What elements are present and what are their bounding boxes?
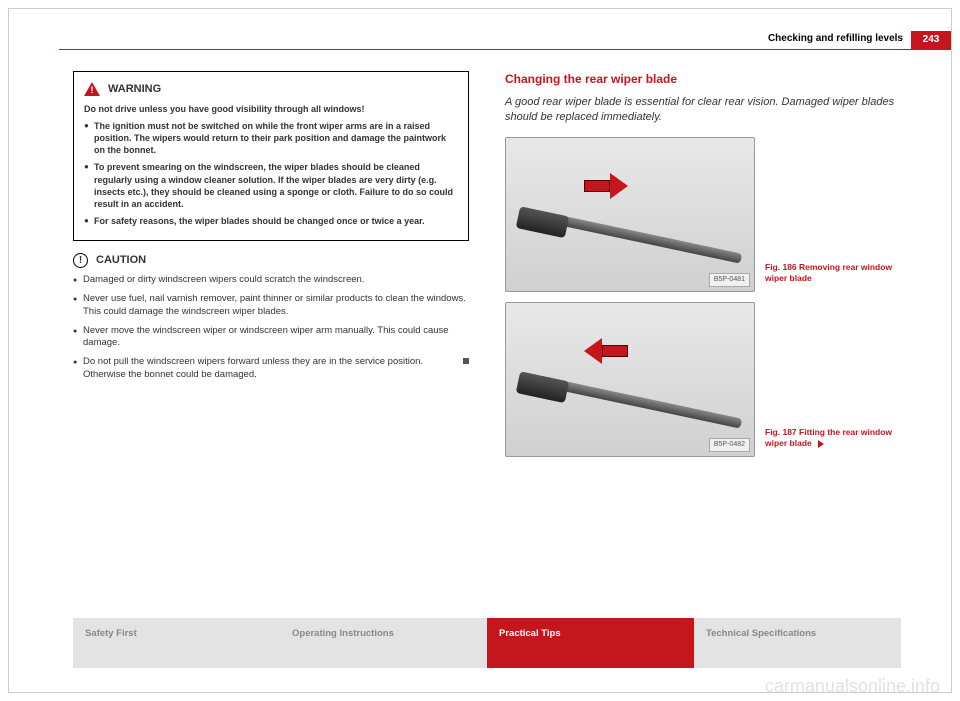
figure-187-image: B5P-0482 (505, 302, 755, 457)
figure-187-label: B5P-0482 (709, 438, 750, 451)
caution-title: CAUTION (96, 253, 146, 268)
end-of-section-icon (463, 358, 469, 364)
page-frame: Checking and refilling levels 243 WARNIN… (8, 8, 952, 693)
caution-item: Damaged or dirty windscreen wipers could… (73, 274, 469, 287)
warning-title: WARNING (108, 82, 161, 97)
figure-187-row: B5P-0482 Fig. 187 Fitting the rear windo… (505, 302, 901, 457)
lead-text: A good rear wiper blade is essential for… (505, 95, 901, 125)
watermark: carmanualsonline.info (765, 676, 940, 697)
warning-box: WARNING Do not drive unless you have goo… (73, 71, 469, 241)
figure-186-image: B5P-0481 (505, 137, 755, 292)
tab-practical-tips[interactable]: Practical Tips (487, 618, 694, 668)
figure-186-label: B5P-0481 (709, 273, 750, 286)
footer-tabs: Safety First Operating Instructions Prac… (73, 618, 901, 668)
wiper-head-graphic (516, 371, 569, 403)
tab-technical-specifications[interactable]: Technical Specifications (694, 618, 901, 668)
content-columns: WARNING Do not drive unless you have goo… (73, 71, 901, 602)
right-column: Changing the rear wiper blade A good rea… (501, 71, 901, 602)
page-number: 243 (911, 31, 951, 49)
caution-circle-icon: ! (73, 253, 88, 268)
caution-header: ! CAUTION (73, 253, 469, 268)
section-title: Checking and refilling levels (768, 33, 903, 44)
caution-list: Damaged or dirty windscreen wipers could… (73, 274, 469, 382)
warning-header: WARNING (84, 82, 458, 97)
arrow-left-icon (584, 338, 628, 364)
warning-lead: Do not drive unless you have good visibi… (84, 103, 458, 115)
subheading: Changing the rear wiper blade (505, 71, 901, 87)
figure-187-caption-text: Fig. 187 Fitting the rear window wiper b… (765, 427, 892, 448)
warning-item: The ignition must not be switched on whi… (84, 120, 458, 156)
figure-186-row: B5P-0481 Fig. 186 Removing rear window w… (505, 137, 901, 292)
arrow-right-icon (584, 173, 628, 199)
warning-triangle-icon (84, 82, 100, 96)
caution-item: Never move the windscreen wiper or winds… (73, 325, 469, 351)
tab-safety-first[interactable]: Safety First (73, 618, 280, 668)
left-column: WARNING Do not drive unless you have goo… (73, 71, 473, 602)
wiper-head-graphic (516, 206, 569, 238)
figure-186-caption: Fig. 186 Removing rear window wiper blad… (765, 262, 901, 292)
continued-icon (818, 440, 824, 448)
warning-list: The ignition must not be switched on whi… (84, 120, 458, 227)
warning-item: For safety reasons, the wiper blades sho… (84, 215, 458, 227)
caution-item: Do not pull the windscreen wipers forwar… (73, 356, 469, 382)
caution-item-text: Do not pull the windscreen wipers forwar… (83, 356, 423, 380)
figure-187-caption: Fig. 187 Fitting the rear window wiper b… (765, 427, 901, 457)
header-rule (59, 49, 951, 50)
caution-item: Never use fuel, nail varnish remover, pa… (73, 293, 469, 319)
tab-operating-instructions[interactable]: Operating Instructions (280, 618, 487, 668)
warning-item: To prevent smearing on the windscreen, t… (84, 161, 458, 210)
